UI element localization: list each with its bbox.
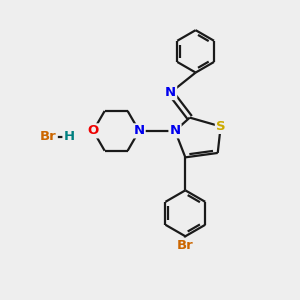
Text: S: S: [216, 120, 226, 133]
Text: N: N: [165, 86, 176, 99]
Text: N: N: [169, 124, 181, 137]
Text: H: H: [64, 130, 75, 143]
Text: Br: Br: [177, 238, 194, 252]
Text: Br: Br: [40, 130, 57, 143]
Text: O: O: [88, 124, 99, 137]
Text: N: N: [134, 124, 145, 137]
